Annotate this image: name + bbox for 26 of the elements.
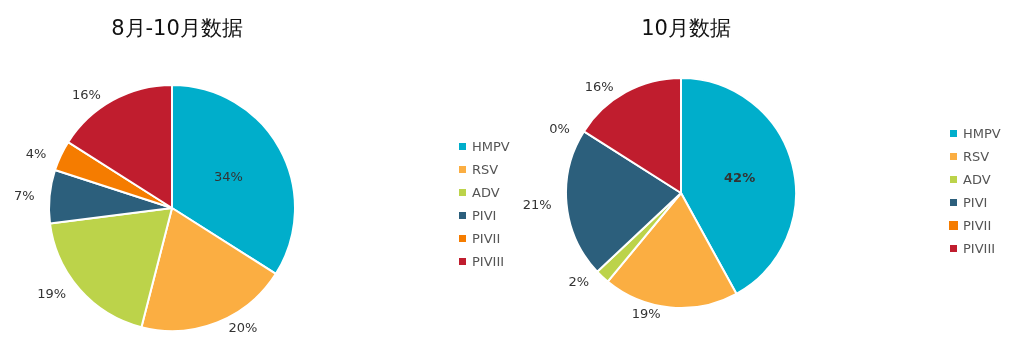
- data-label: 2%: [568, 273, 590, 289]
- legend-label: PIVII: [472, 231, 501, 246]
- legend-label: RSV: [963, 149, 990, 164]
- legend-label: PIVII: [963, 218, 992, 233]
- data-label: 34%: [214, 169, 243, 185]
- data-label: 19%: [37, 285, 67, 301]
- legend-label: HMPV: [472, 139, 510, 154]
- legend-label: HMPV: [963, 126, 1001, 141]
- legend-label: RSV: [472, 162, 499, 177]
- legend-label: PIVI: [472, 208, 497, 223]
- data-label: 21%: [522, 196, 552, 212]
- data-label: 19%: [631, 305, 661, 321]
- legend-label: PIVIII: [963, 241, 996, 256]
- data-label: 42%: [724, 170, 756, 186]
- data-label: 16%: [584, 79, 614, 95]
- data-label: 4%: [25, 145, 47, 161]
- chart-title: 10月数据: [641, 15, 731, 40]
- legend-label: ADV: [963, 172, 991, 187]
- chart-title: 8月-10月数据: [111, 15, 243, 40]
- data-label: 7%: [13, 188, 35, 204]
- legend-label: PIVI: [963, 195, 988, 210]
- legend-label: ADV: [472, 185, 500, 200]
- text: 0%: [549, 120, 570, 136]
- legend-label: PIVIII: [472, 254, 505, 269]
- data-label: 16%: [71, 87, 101, 103]
- data-label: 20%: [228, 320, 258, 336]
